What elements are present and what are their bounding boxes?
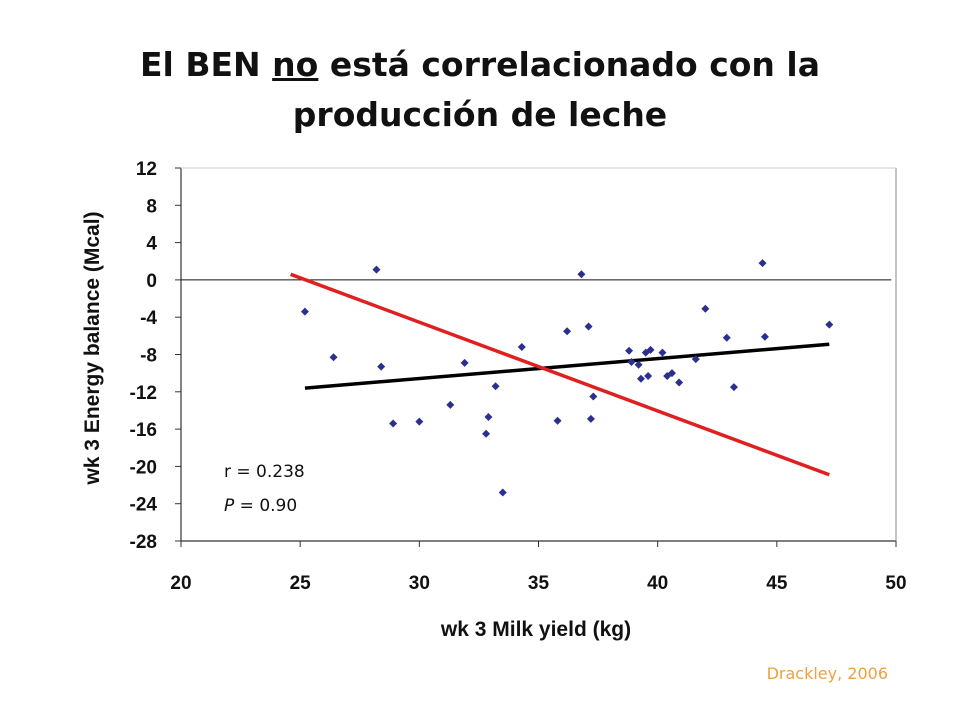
data-point [586,414,595,423]
x-tick-label: 35 [528,573,550,594]
title-line-1: El BEN no está correlacionado con la [0,40,960,90]
data-point [658,348,667,357]
x-tick-label: 50 [885,573,906,594]
r-value-label: r = 0.238 [224,462,305,482]
data-point [584,322,593,331]
data-point [446,400,455,409]
title-part-2: está correlacionado con la [318,45,820,84]
source-credit: Drackley, 2006 [766,664,888,683]
data-point [389,419,398,428]
data-point [377,362,386,371]
x-tick-label: 20 [170,573,191,594]
p-symbol: P [224,496,235,516]
data-point [722,333,731,342]
title-line-2: producción de leche [292,95,668,134]
data-point [415,417,424,426]
y-tick-label: 8 [146,196,157,217]
data-point [484,412,493,421]
x-axis-title: wk 3 Milk yield (kg) [440,618,631,641]
data-point [625,346,634,355]
title-underlined-word: no [272,45,319,84]
data-point [577,270,586,279]
data-point [691,355,700,364]
data-point [644,371,653,380]
data-point [491,382,500,391]
p-value: = 0.90 [234,496,297,516]
data-point [553,416,562,425]
slide-title: El BEN no está correlacionado con la pro… [0,40,960,140]
data-point [758,259,767,268]
data-point [329,353,338,362]
y-tick-label: 12 [136,159,157,180]
data-point [760,332,769,341]
data-point [701,304,710,313]
regression-line-red [290,272,830,477]
data-point [460,358,469,367]
data-point [372,265,381,274]
y-tick-label: -16 [130,420,157,441]
data-point [498,488,507,497]
y-tick-label: 4 [146,234,157,255]
data-point [825,320,834,329]
y-axis-title: wk 3 Energy balance (Mcal) [81,211,104,485]
y-tick-label: -8 [140,346,157,367]
data-point [627,357,636,366]
data-point [563,327,572,336]
y-tick-label: -4 [140,308,157,329]
x-tick-label: 25 [290,573,312,594]
data-point [482,429,491,438]
p-value-label: P = 0.90 [224,496,297,516]
data-point [634,360,643,369]
data-point [667,369,676,378]
x-tick-label: 40 [647,573,668,594]
title-part-1: El BEN [140,45,273,84]
data-point [300,307,309,316]
y-tick-label: -20 [130,457,157,478]
x-tick-label: 45 [766,573,788,594]
data-point [646,345,655,354]
regression-line-black [304,342,830,390]
y-tick-label: -24 [130,495,158,516]
data-point [675,378,684,387]
data-point [517,343,526,352]
data-point [729,383,738,392]
data-point [589,392,598,401]
data-point [636,374,645,383]
y-tick-label: 0 [146,271,157,292]
y-tick-label: -28 [130,532,157,553]
y-tick-label: -12 [130,383,157,404]
x-tick-label: 30 [409,573,430,594]
